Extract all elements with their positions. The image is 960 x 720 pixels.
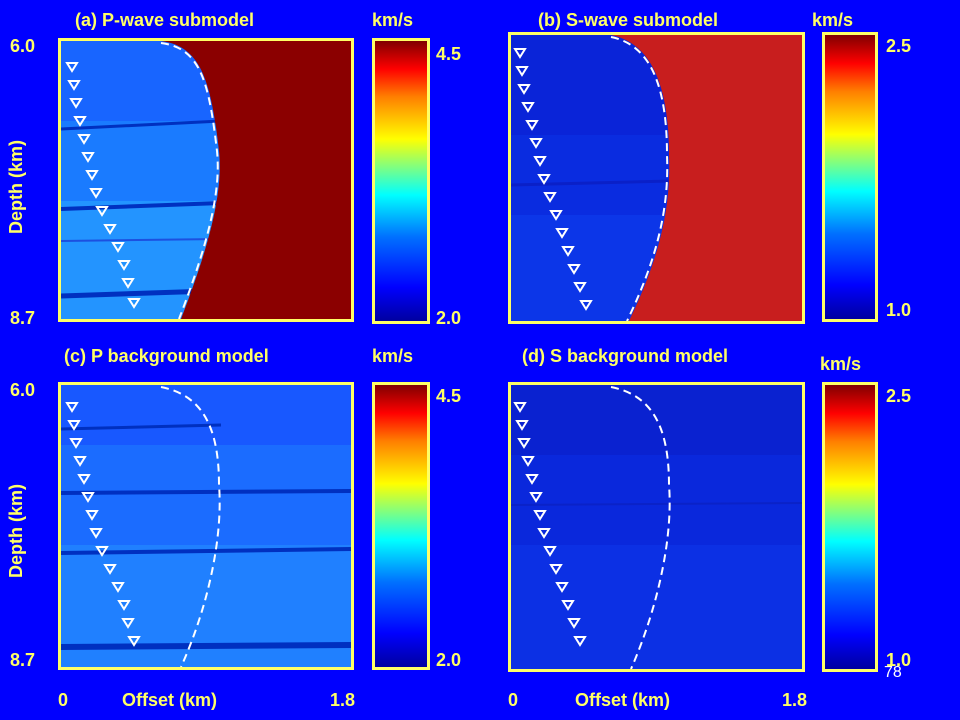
s-background-model-plot	[511, 385, 802, 669]
panel-c-depth-bottom: 8.7	[10, 650, 36, 670]
panel-c-x-min: 0	[58, 690, 69, 710]
panel-a-cbar-max: 4.5	[436, 44, 462, 64]
p-background-model-plot	[61, 385, 351, 667]
panel-b-colorbar	[822, 32, 878, 322]
panel-a-unit: km/s	[372, 10, 414, 30]
panel-d-title: (d) S background model	[522, 346, 729, 366]
page-number: 78	[884, 664, 902, 681]
panel-c-title: (c) P background model	[64, 346, 269, 366]
panel-c-ylabel: Depth (km)	[6, 484, 26, 578]
panel-d-colorbar	[822, 382, 878, 672]
panel-a-cbar-min: 2.0	[436, 308, 462, 328]
panel-a-ylabel: Depth (km)	[6, 140, 26, 234]
panel-d-xlabel: Offset (km)	[575, 690, 671, 710]
panel-c-unit: km/s	[372, 346, 414, 366]
panel-b-title: (b) S-wave submodel	[538, 10, 719, 30]
panel-a-title: (a) P-wave submodel	[75, 10, 255, 30]
panel-a-colorbar	[372, 38, 430, 324]
s-wave-submodel-plot	[511, 35, 802, 321]
panel-c-colorbar	[372, 382, 430, 670]
panel-c-x-max: 1.8	[330, 690, 356, 710]
receiver-triangles	[65, 62, 141, 309]
panel-c-cbar-min: 2.0	[436, 650, 462, 670]
panel-c-cbar-max: 4.5	[436, 386, 462, 406]
panel-b-cbar-min: 1.0	[886, 300, 912, 320]
panel-d-cbar-max: 2.5	[886, 386, 912, 406]
panel-a-depth-top: 6.0	[10, 36, 36, 56]
panel-b-cbar-max: 2.5	[886, 36, 912, 56]
panel-d-image	[508, 382, 805, 672]
panel-d-x-min: 0	[508, 690, 519, 710]
p-wave-submodel-plot	[61, 41, 351, 319]
panel-b-image	[508, 32, 805, 324]
panel-d-cbar-min: 1.0	[886, 650, 912, 670]
panel-c-image	[58, 382, 354, 670]
panel-a-depth-bottom: 8.7	[10, 308, 36, 328]
panel-d-unit: km/s	[820, 354, 862, 374]
panel-c-xlabel: Offset (km)	[122, 690, 218, 710]
panel-c-depth-top: 6.0	[10, 380, 36, 400]
panel-a-image	[58, 38, 354, 322]
panel-b-unit: km/s	[812, 10, 854, 30]
panel-d-x-max: 1.8	[782, 690, 808, 710]
